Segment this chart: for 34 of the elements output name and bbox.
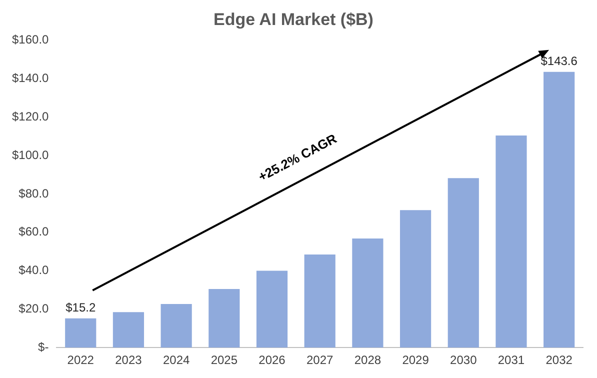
x-tick-label: 2031 [498, 353, 525, 368]
x-tick-label: 2030 [450, 353, 478, 368]
chart-title: Edge AI Market ($B) [214, 10, 374, 29]
y-tick-label: $160.0 [12, 32, 50, 47]
bar [208, 289, 240, 348]
bar [256, 270, 288, 348]
y-tick-label: $120.0 [12, 110, 50, 124]
bar [544, 72, 575, 348]
bar [448, 178, 479, 348]
x-tick-label: 2027 [306, 353, 334, 368]
y-tick-label: $- [38, 340, 49, 354]
x-tick-label: 2028 [354, 353, 382, 368]
x-tick-label: 2022 [67, 353, 94, 368]
bar [496, 135, 527, 348]
bar [160, 304, 192, 348]
y-tick-label: $80.0 [18, 186, 50, 200]
bar [352, 238, 384, 348]
bar [65, 318, 96, 348]
bar [112, 312, 144, 348]
y-tick-label: $20.0 [18, 302, 50, 316]
x-tick-label: 2023 [115, 353, 142, 368]
data-label: $143.6 [540, 54, 578, 68]
y-tick-label: $100.0 [12, 148, 50, 162]
x-tick-label: 2026 [258, 353, 286, 368]
x-tick-label: 2025 [210, 353, 238, 368]
x-tick-label: 2032 [546, 353, 573, 368]
bar [304, 254, 336, 348]
y-tick-label: $140.0 [12, 71, 50, 86]
bar [400, 210, 432, 348]
y-tick-label: $60.0 [18, 224, 50, 239]
data-label: $15.2 [66, 300, 96, 315]
y-tick-label: $40.0 [18, 263, 50, 278]
x-tick-label: 2024 [162, 353, 190, 368]
x-tick-label: 2029 [402, 353, 430, 368]
